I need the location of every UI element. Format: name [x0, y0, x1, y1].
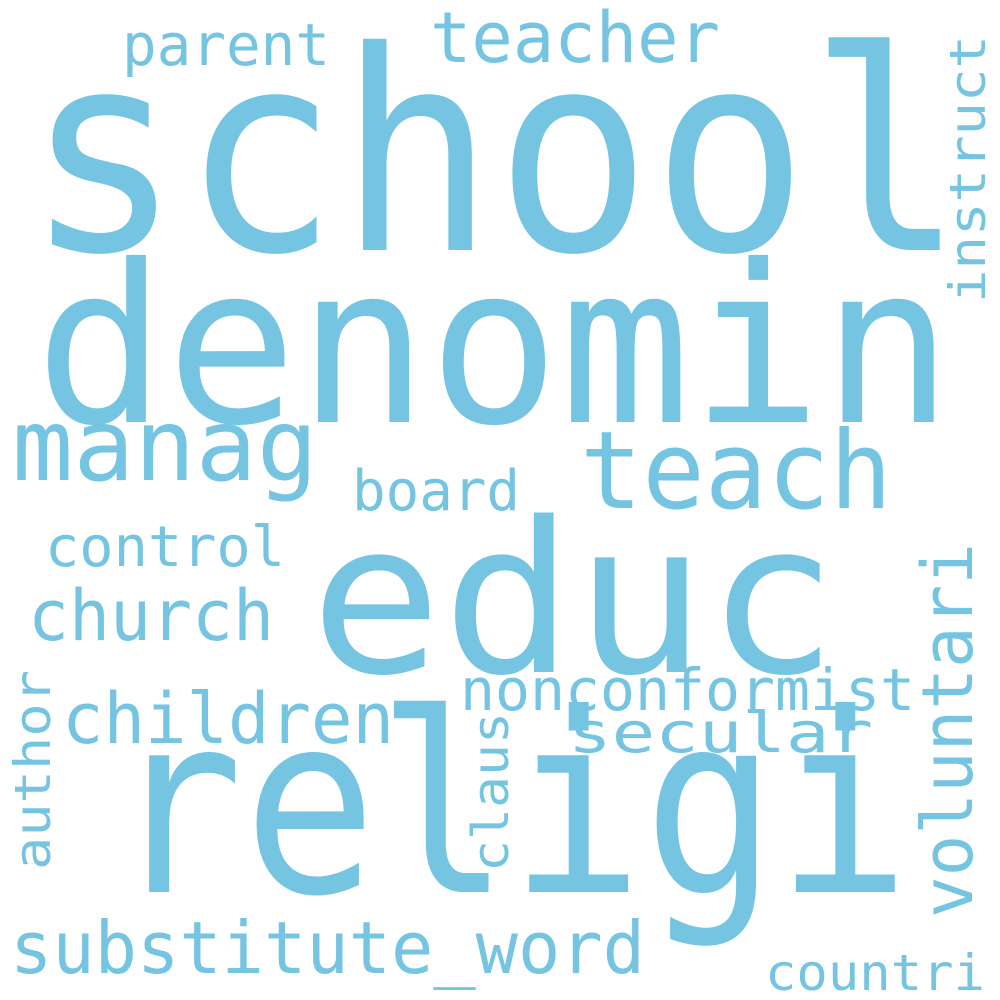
word-countri: countri — [765, 944, 985, 1000]
word-secular: secular — [568, 701, 873, 766]
word-author: author — [4, 670, 62, 870]
word-educ: educ — [310, 477, 838, 722]
word-control: control — [45, 515, 285, 580]
word-parent: parent — [122, 11, 330, 79]
word-board: board — [352, 459, 520, 524]
word-church: church — [28, 575, 274, 657]
word-teacher: teacher — [430, 0, 720, 79]
word-school: school — [25, 0, 965, 316]
word-teach: teach — [580, 409, 892, 534]
word-nonconformist: nonconformist — [460, 656, 915, 724]
word-substitute_word: substitute_word — [10, 906, 645, 990]
word-religi: religi — [110, 660, 910, 951]
word-manag: manag — [12, 387, 318, 504]
word-instruct: instruct — [939, 35, 997, 303]
word-children: children — [62, 678, 394, 760]
word-voluntari: voluntari — [907, 543, 989, 918]
word-denomin: denomin — [35, 218, 953, 474]
word-claus: claus — [462, 712, 520, 872]
